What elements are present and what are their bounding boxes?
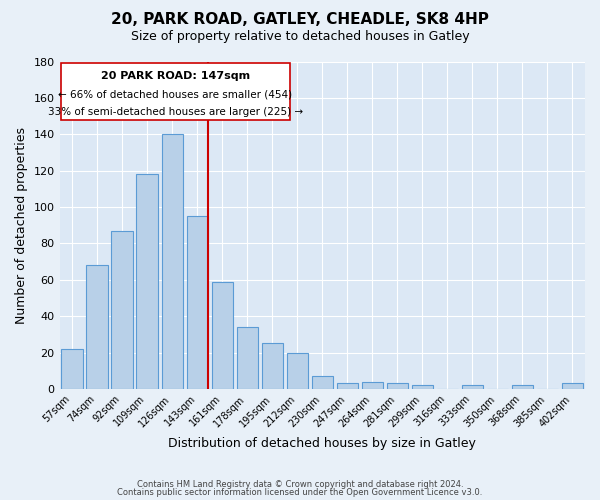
Bar: [287, 352, 308, 389]
X-axis label: Distribution of detached houses by size in Gatley: Distribution of detached houses by size …: [169, 437, 476, 450]
Bar: [61, 349, 83, 389]
Bar: [86, 265, 108, 389]
FancyBboxPatch shape: [61, 64, 290, 120]
Bar: [362, 382, 383, 389]
Text: 20, PARK ROAD, GATLEY, CHEADLE, SK8 4HP: 20, PARK ROAD, GATLEY, CHEADLE, SK8 4HP: [111, 12, 489, 28]
Text: 20 PARK ROAD: 147sqm: 20 PARK ROAD: 147sqm: [101, 71, 250, 81]
Text: Contains public sector information licensed under the Open Government Licence v3: Contains public sector information licen…: [118, 488, 482, 497]
Bar: [387, 384, 408, 389]
Bar: [412, 386, 433, 389]
Bar: [112, 230, 133, 389]
Bar: [136, 174, 158, 389]
Bar: [262, 344, 283, 389]
Y-axis label: Number of detached properties: Number of detached properties: [15, 126, 28, 324]
Bar: [161, 134, 183, 389]
Bar: [311, 376, 333, 389]
Text: Contains HM Land Registry data © Crown copyright and database right 2024.: Contains HM Land Registry data © Crown c…: [137, 480, 463, 489]
Text: 33% of semi-detached houses are larger (225) →: 33% of semi-detached houses are larger (…: [48, 108, 303, 118]
Bar: [236, 327, 258, 389]
Text: Size of property relative to detached houses in Gatley: Size of property relative to detached ho…: [131, 30, 469, 43]
Text: ← 66% of detached houses are smaller (454): ← 66% of detached houses are smaller (45…: [58, 89, 292, 99]
Bar: [562, 384, 583, 389]
Bar: [337, 384, 358, 389]
Bar: [512, 386, 533, 389]
Bar: [212, 282, 233, 389]
Bar: [187, 216, 208, 389]
Bar: [462, 386, 483, 389]
